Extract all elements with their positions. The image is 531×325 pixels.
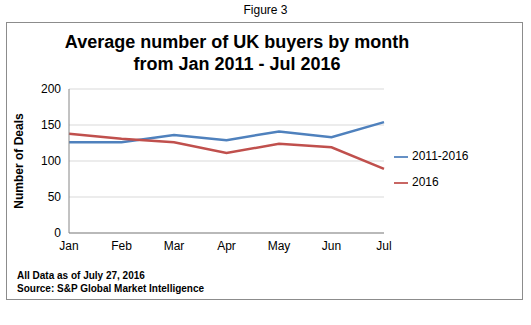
- svg-text:Jul: Jul: [376, 239, 391, 253]
- svg-text:Mar: Mar: [164, 239, 185, 253]
- svg-text:0: 0: [54, 226, 61, 240]
- html-text:2016: 2016: [412, 175, 439, 189]
- svg-text:Apr: Apr: [217, 239, 236, 253]
- svg-text:Jan: Jan: [59, 239, 78, 253]
- svg-text:150: 150: [41, 118, 61, 132]
- svg-text:Number of Deals: Number of Deals: [12, 113, 26, 209]
- html-text:Average number of UK buyers by: Average number of UK buyers by month fro…: [64, 32, 410, 74]
- svg-text:100: 100: [41, 154, 61, 168]
- html-text:Figure 3: Figure 3: [243, 3, 288, 17]
- html-text:2011-2016: 2011-2016: [412, 149, 469, 163]
- svg-text:May: May: [268, 239, 291, 253]
- svg-text:Jun: Jun: [322, 239, 341, 253]
- svg-text:Feb: Feb: [111, 239, 132, 253]
- svg-text:50: 50: [48, 190, 62, 204]
- svg-text:200: 200: [41, 82, 61, 96]
- html-text:All Data as of July 27, 2016: All Data as of July 27, 2016: [17, 270, 145, 281]
- html-text:Source: S&P Global Market Inte: Source: S&P Global Market Intelligence: [17, 283, 205, 294]
